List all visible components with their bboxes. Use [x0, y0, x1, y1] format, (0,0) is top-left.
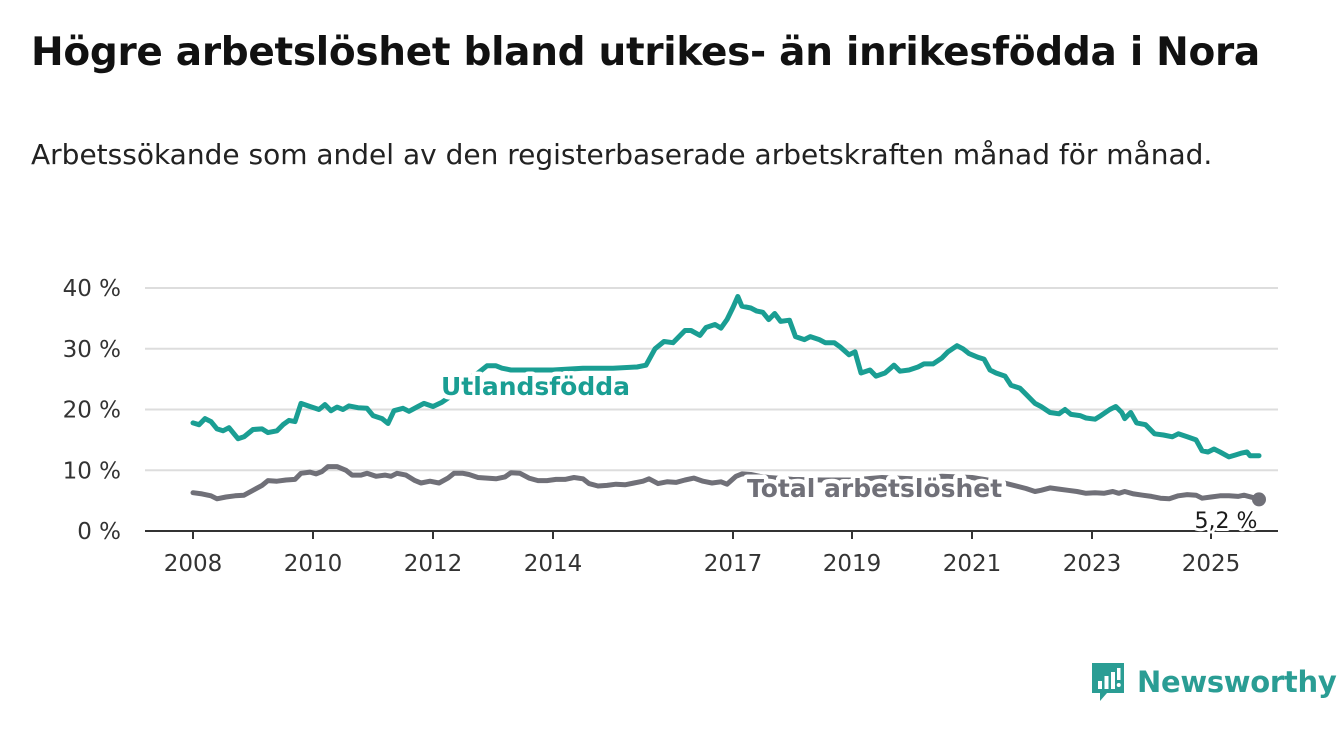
bar-chart-logo-icon [1092, 663, 1124, 701]
x-tick-label: 2010 [284, 551, 343, 577]
chart-subtitle: Arbetssökande som andel av den registerb… [31, 138, 1213, 171]
chart-title: Högre arbetslöshet bland utrikes- än inr… [31, 30, 1260, 75]
y-tick-label: 10 % [63, 458, 121, 484]
x-tick-label: 2008 [164, 551, 223, 577]
series-label-total-arbetsloshet-halo: Total arbetslöshet [747, 474, 1002, 503]
series-label-utlandsfodda: Utlandsfödda [441, 372, 630, 401]
y-tick-label: 20 % [63, 398, 121, 424]
end-point-marker [1252, 492, 1266, 507]
y-tick-label: 40 % [63, 276, 121, 302]
series-lines [190, 294, 1262, 502]
y-tick-label: 30 % [63, 337, 121, 363]
end-value-label-halo: 5,2 % [1195, 509, 1258, 534]
newsworthy-logo: Newsworthy [1089, 660, 1337, 704]
x-tick-label: 2023 [1063, 551, 1122, 577]
x-axis-ticks: 2008 2010 2012 2014 2017 2019 2021 2023 2025 [164, 531, 1241, 577]
brand-name: Newsworthy [1137, 665, 1337, 699]
grid-lines [145, 287, 1278, 532]
series-label-utlandsfodda-halo: Utlandsfödda [441, 372, 630, 401]
x-tick-label: 2014 [524, 551, 583, 577]
y-tick-label: 0 % [77, 519, 121, 545]
series-label-total-arbetsloshet: Total arbetslöshet [747, 474, 1002, 503]
x-tick-label: 2021 [943, 551, 1002, 577]
x-tick-label: 2019 [823, 551, 882, 577]
series-line-utlandsfodda [190, 294, 1262, 460]
y-axis-ticks: 0 % 10 % 20 % 30 % 40 % [63, 276, 121, 545]
end-value-label: 5,2 % [1195, 509, 1258, 534]
x-tick-label: 2017 [704, 551, 763, 577]
series-line-total-arbetsloshet [190, 464, 1262, 502]
x-tick-label: 2025 [1182, 551, 1241, 577]
x-tick-label: 2012 [404, 551, 463, 577]
